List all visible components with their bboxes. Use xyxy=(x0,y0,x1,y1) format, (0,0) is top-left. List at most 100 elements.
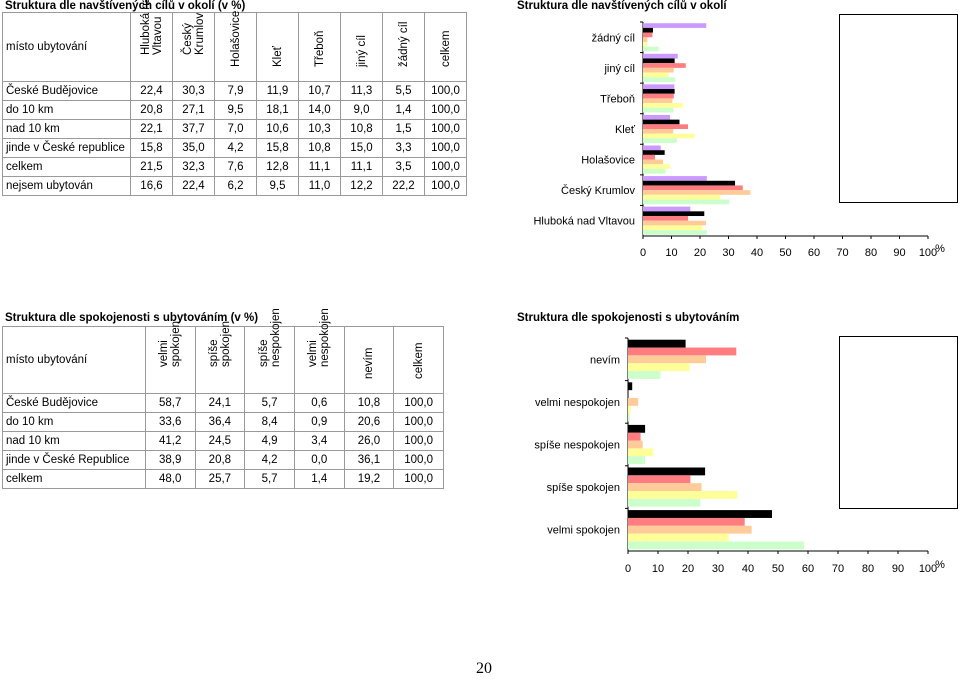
category-label: spíše spokojen xyxy=(547,482,620,494)
table-row: České Budějovice 58,7 24,1 5,7 0,6 10,8 100,0 xyxy=(2,393,444,413)
bar xyxy=(643,41,647,47)
x-tick-label: 60 xyxy=(808,247,820,259)
table-cell: 100,0 xyxy=(424,176,467,196)
bar xyxy=(643,216,689,221)
x-tick-label: 80 xyxy=(862,563,874,575)
table-cell: 100,0 xyxy=(424,81,467,101)
table-cell: 5,5 xyxy=(382,81,425,101)
bar xyxy=(628,355,706,364)
table-row: nad 10 km 22,1 37,7 7,0 10,6 10,3 10,8 1,5 100,0 xyxy=(2,119,467,139)
table-cell: 22,4 xyxy=(172,176,215,196)
bar xyxy=(643,89,675,94)
table-cell: 35,0 xyxy=(172,138,215,158)
x-tick-label: 10 xyxy=(652,563,664,575)
category-label: Český Krumlov xyxy=(561,184,635,197)
row-label: nad 10 km xyxy=(2,119,131,139)
column-header: žádný cíl xyxy=(382,12,425,82)
bar xyxy=(628,533,729,542)
bar xyxy=(643,114,671,120)
bar xyxy=(628,467,706,476)
category-label: velmi nespokojen xyxy=(535,397,620,409)
table-cell: 100,0 xyxy=(393,469,444,489)
table-cell: 25,7 xyxy=(194,469,246,489)
table-cell: 22,2 xyxy=(382,176,425,196)
bar xyxy=(628,405,631,414)
category-label: velmi spokojen xyxy=(547,525,620,537)
table-cell: 9,0 xyxy=(340,100,383,120)
column-header: nevím xyxy=(343,326,395,394)
table-row: do 10 km 20,8 27,1 9,5 18,1 14,0 9,0 1,4 100,0 xyxy=(2,100,467,120)
bar xyxy=(643,98,673,104)
bar xyxy=(643,72,669,78)
bar xyxy=(643,159,663,165)
category-label: jiný cíl xyxy=(603,63,635,75)
x-tick-label: 0 xyxy=(640,247,646,259)
x-tick-label: 20 xyxy=(694,247,706,259)
bar xyxy=(628,371,661,379)
bar xyxy=(643,67,674,73)
bar xyxy=(643,53,678,59)
column-header: Třeboň xyxy=(298,12,341,82)
x-tick-label: 50 xyxy=(779,247,791,259)
bar xyxy=(643,206,691,212)
bar xyxy=(628,498,701,507)
chart2-legend xyxy=(839,336,958,509)
x-tick-label: 70 xyxy=(836,247,848,259)
x-tick-label: 10 xyxy=(665,247,677,259)
row-label: do 10 km xyxy=(2,100,131,120)
row-label: České Budějovice xyxy=(2,81,131,101)
bar xyxy=(643,230,707,235)
satisfaction-table: místo ubytování velmi spokojen spíše spokoje… xyxy=(2,308,444,489)
bar xyxy=(628,510,772,518)
bar xyxy=(628,363,690,372)
table-row: do 10 km 33,6 36,4 8,4 0,9 20,6 100,0 xyxy=(2,412,444,432)
table-row: nejsem ubytován 16,6 22,4 6,2 9,5 11,0 12,2 22,… xyxy=(2,176,467,196)
column-header: Kleť xyxy=(256,12,299,82)
bar xyxy=(628,440,643,449)
bar xyxy=(643,180,736,186)
x-tick-label: 70 xyxy=(832,563,844,575)
table-cell: 10,3 xyxy=(298,119,341,139)
bar xyxy=(643,150,665,155)
bar xyxy=(643,225,703,231)
bar xyxy=(643,133,695,139)
bar xyxy=(628,541,805,550)
x-tick-label: 90 xyxy=(892,563,904,575)
category-label: Hluboká nad Vltavou xyxy=(533,216,635,228)
table-cell: 100,0 xyxy=(424,157,467,177)
table-cell: 100,0 xyxy=(424,138,467,158)
table-cell: 36,1 xyxy=(343,450,395,470)
column-header: jiný cíl xyxy=(340,12,383,82)
table-cell: 10,8 xyxy=(343,393,395,413)
bar xyxy=(643,176,707,181)
table-cell: 9,5 xyxy=(256,176,299,196)
bar xyxy=(643,129,674,134)
table-cell: 48,0 xyxy=(144,469,196,489)
x-tick-label: 40 xyxy=(742,563,754,575)
bar xyxy=(643,37,648,42)
bar xyxy=(628,347,737,356)
bar xyxy=(643,119,680,125)
bar xyxy=(628,413,630,422)
table-cell: 10,7 xyxy=(298,81,341,101)
bar xyxy=(643,164,671,169)
bar xyxy=(643,63,686,68)
table-cell: 0,6 xyxy=(293,393,345,413)
category-label: Kleť xyxy=(615,124,636,136)
x-tick-label: 100 xyxy=(919,563,937,575)
bar xyxy=(628,432,641,441)
bar xyxy=(643,145,661,151)
bar xyxy=(643,194,721,200)
category-label: spíše nespokojen xyxy=(534,440,620,452)
bar xyxy=(643,124,689,129)
x-axis-label: % xyxy=(935,559,945,571)
table-row: celkem 48,0 25,7 5,7 1,4 19,2 100,0 xyxy=(2,469,444,489)
bar xyxy=(643,46,659,52)
table-row: jinde v České Republice 38,9 20,8 4,2 0,0 36,… xyxy=(2,450,444,470)
bar xyxy=(628,382,633,391)
bar xyxy=(643,103,683,108)
table-cell: 18,1 xyxy=(256,100,299,120)
bar xyxy=(643,138,677,144)
table-cell: 12,8 xyxy=(256,157,299,177)
bar xyxy=(643,211,705,217)
